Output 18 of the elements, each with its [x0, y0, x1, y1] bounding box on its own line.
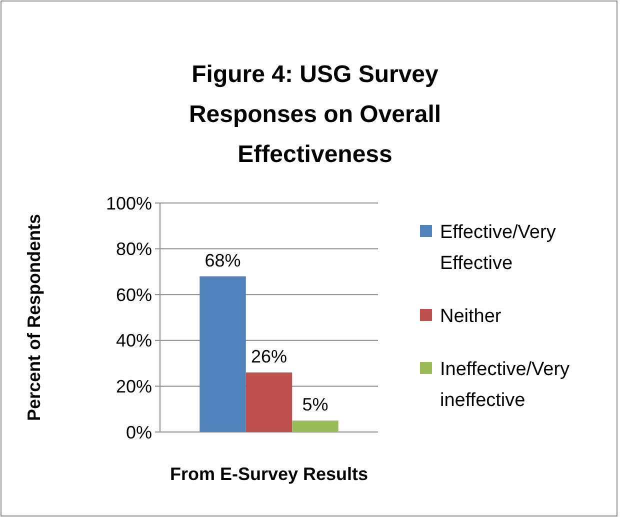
x-axis-title: From E-Survey Results: [170, 464, 368, 484]
legend-label: Effective/Very Effective: [440, 222, 556, 274]
y-tick-label: 80%: [116, 239, 152, 260]
y-tick-label: 0%: [126, 422, 152, 442]
bar: [200, 276, 246, 432]
data-label: 68%: [204, 250, 241, 270]
y-tick-label: 60%: [116, 284, 152, 305]
y-tick-label: 40%: [116, 330, 152, 351]
data-label: 5%: [302, 394, 328, 415]
y-axis-title: Percent of Respondents: [24, 214, 44, 422]
bar: [292, 420, 338, 432]
data-label: 26%: [250, 346, 288, 366]
y-tick-label: 100%: [106, 193, 152, 214]
y-tick-label: 20%: [116, 376, 152, 396]
chart-title: Figure 4: USG Survey Responses on Overall Effectiveness: [188, 61, 442, 168]
legend-label: Ineffective/Very ineffective: [440, 359, 570, 411]
legend-label: Neither: [440, 306, 502, 327]
bar: [246, 372, 292, 432]
